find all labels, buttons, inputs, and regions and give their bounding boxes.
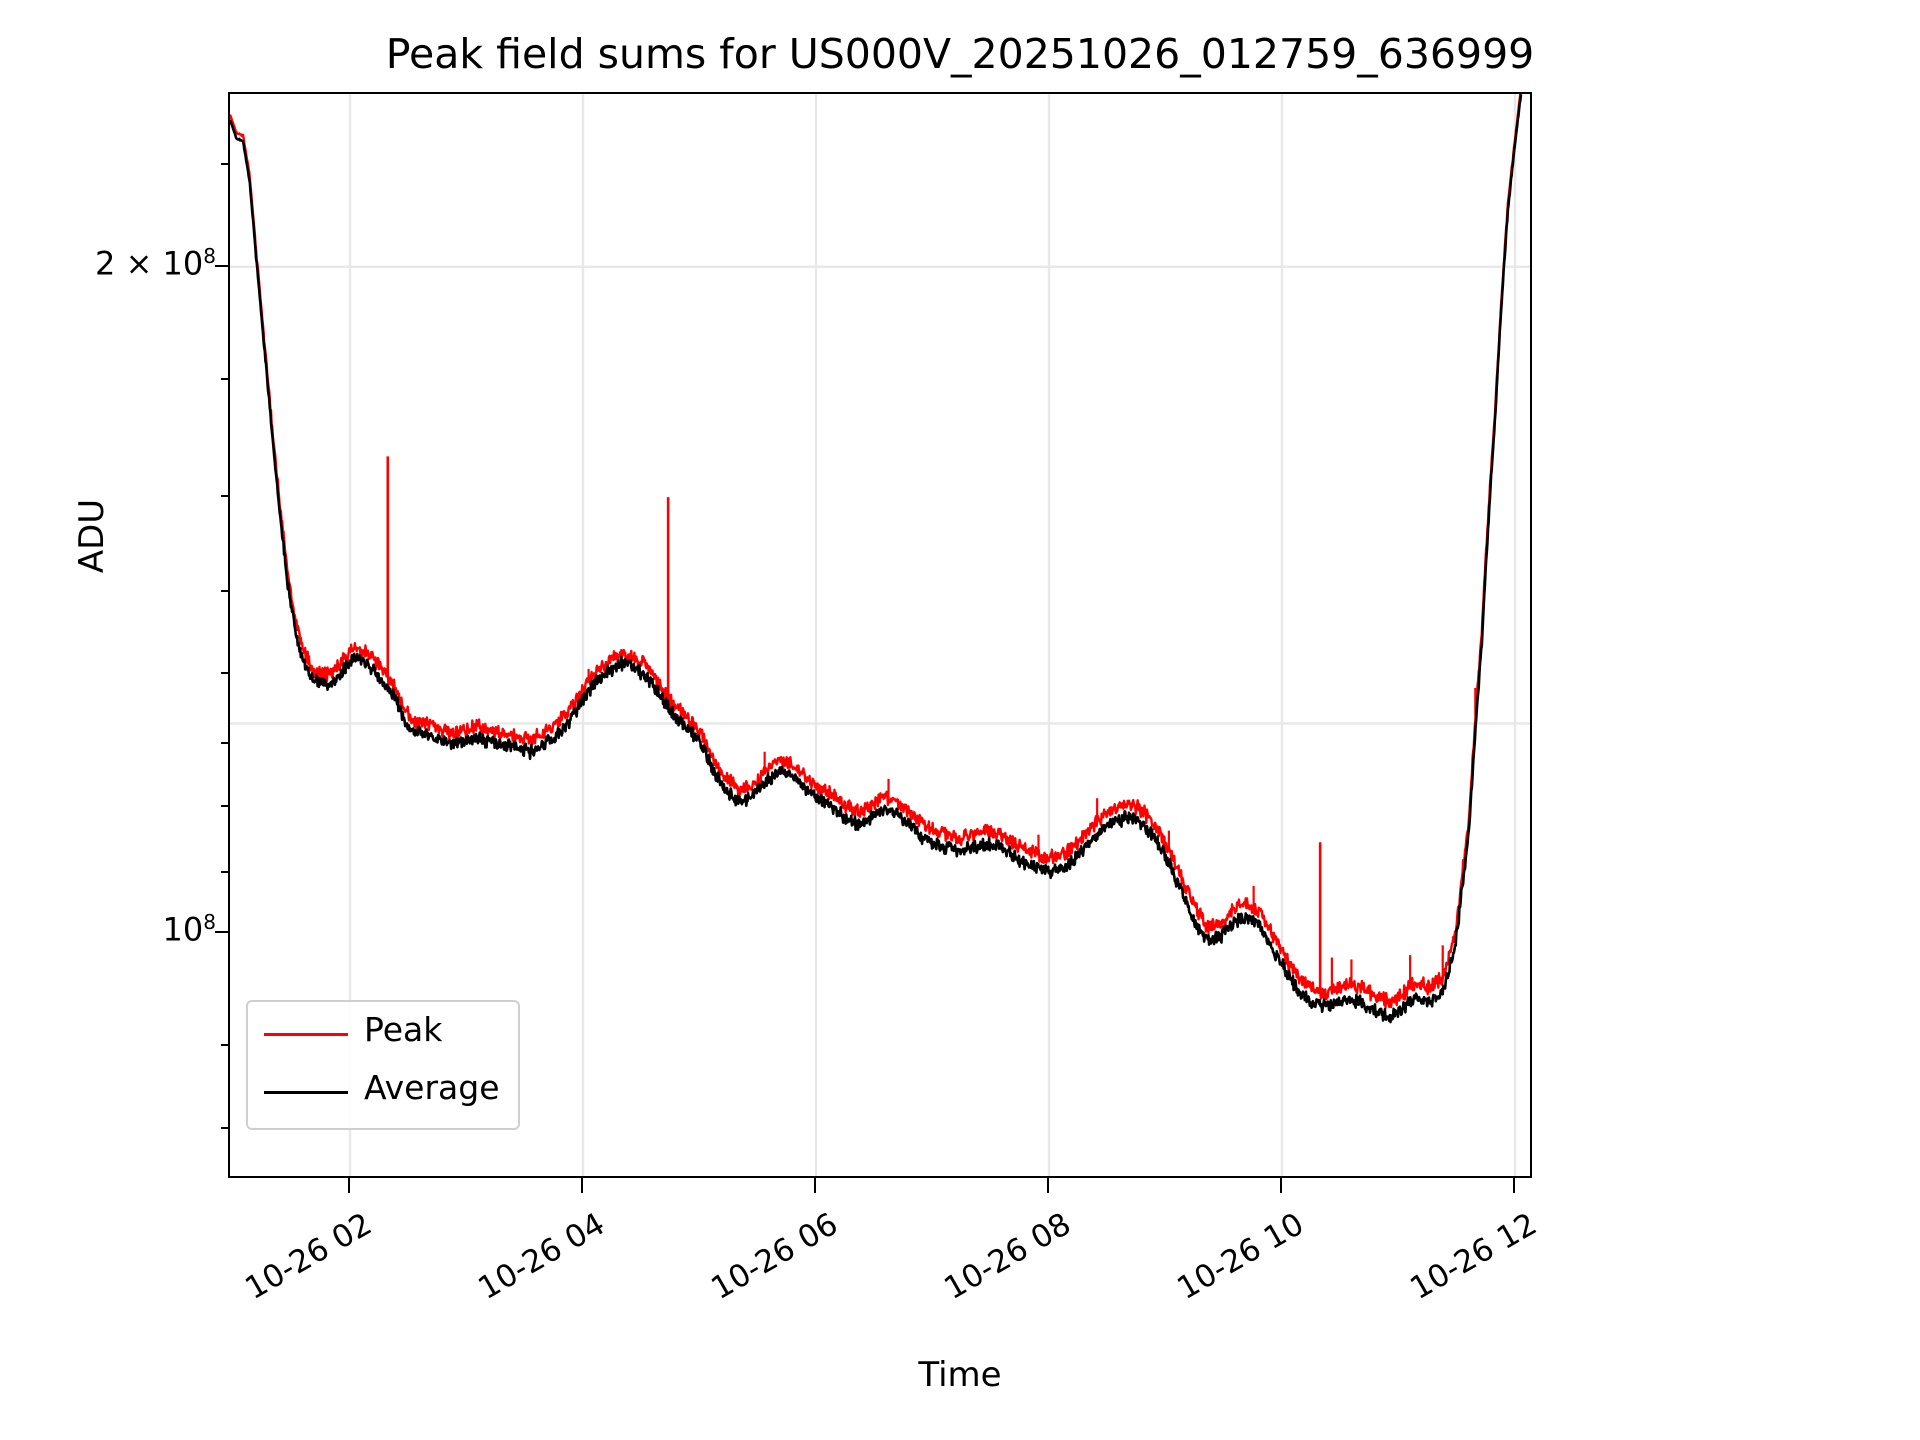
- legend: Peak Average: [246, 1000, 520, 1130]
- legend-swatch-average: [264, 1091, 348, 1094]
- xtick-mark: [814, 1178, 817, 1193]
- legend-swatch-peak: [264, 1033, 348, 1036]
- plot-area: [228, 92, 1532, 1178]
- ytick-label-2e8: 2 × 108: [95, 244, 216, 283]
- xtick-mark: [1513, 1178, 1516, 1193]
- legend-row-average: Average: [248, 1064, 522, 1120]
- series-line-peak: [230, 94, 1522, 1010]
- x-axis-label: Time: [918, 1355, 1002, 1395]
- ytick-minor: [221, 871, 229, 873]
- xtick-mark: [581, 1178, 584, 1193]
- ytick-minor: [221, 378, 229, 380]
- series-line-average: [230, 94, 1523, 1024]
- ytick-minor: [221, 590, 229, 592]
- ytick-minor: [221, 672, 229, 674]
- legend-label-average: Average: [364, 1068, 500, 1107]
- xtick-mark: [1280, 1178, 1283, 1193]
- xtick-mark: [1047, 1178, 1050, 1193]
- ytick-mark-1e8: [215, 931, 229, 934]
- chart-canvas: [230, 94, 1530, 1176]
- ytick-mark-2e8: [215, 265, 229, 268]
- ytick-label-1e8: 108: [162, 910, 216, 949]
- ytick-minor: [221, 1044, 229, 1046]
- ytick-minor: [221, 805, 229, 807]
- gridlines: [230, 94, 1530, 1176]
- ytick-minor: [221, 495, 229, 497]
- ytick-minor: [221, 163, 229, 165]
- page-title: Peak field sums for US000V_20251026_0127…: [385, 30, 1535, 78]
- legend-row-peak: Peak: [248, 1006, 522, 1062]
- ytick-minor: [221, 742, 229, 744]
- legend-label-peak: Peak: [364, 1010, 443, 1049]
- series-layer: [230, 94, 1523, 1024]
- xtick-mark: [348, 1178, 351, 1193]
- ytick-minor: [221, 1127, 229, 1129]
- y-axis-label: ADU: [72, 498, 112, 574]
